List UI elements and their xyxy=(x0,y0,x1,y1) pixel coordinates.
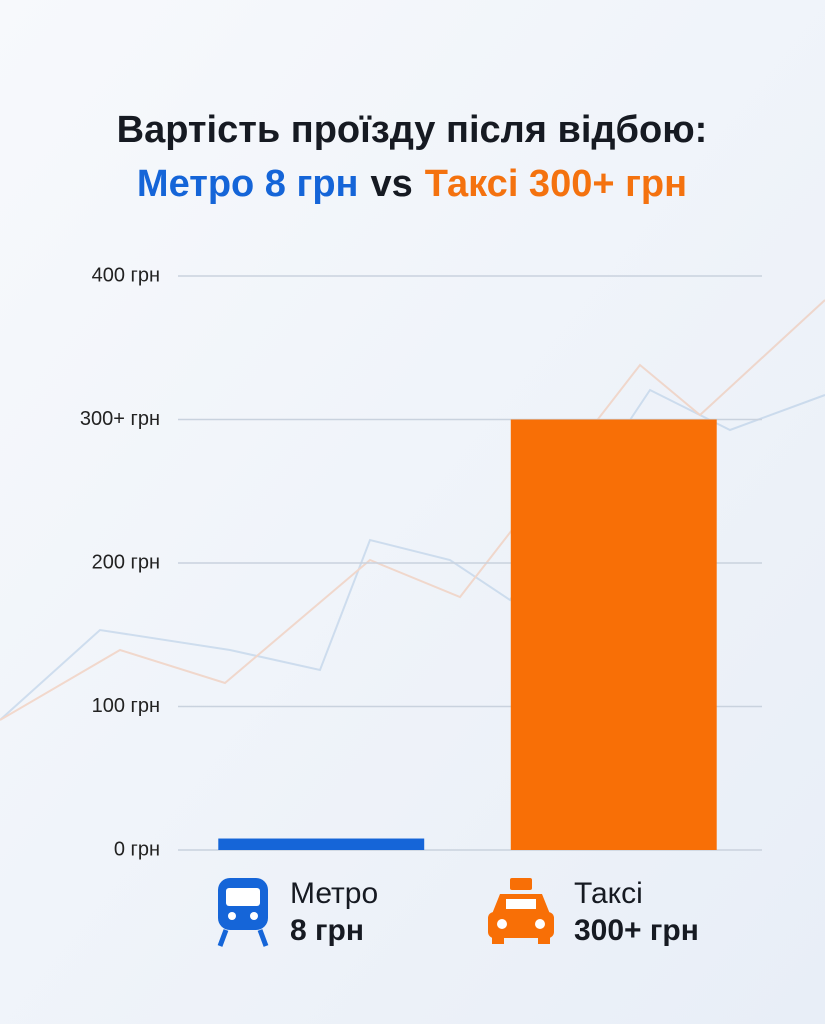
taxi-icon xyxy=(488,878,554,944)
chart-subtitle: Метро 8 грн vs Таксі 300+ грн xyxy=(137,163,687,205)
chart-title: Вартість проїзду після відбою: xyxy=(117,109,708,151)
decor xyxy=(0,299,825,721)
metro-icon xyxy=(217,878,269,947)
category-label: Таксі xyxy=(574,877,643,910)
subtitle-part: vs xyxy=(370,163,412,205)
y-tick-label: 200 грн xyxy=(92,551,160,573)
subtitle-part: Метро 8 грн xyxy=(137,163,359,205)
bar xyxy=(510,419,717,850)
value-label: 8 грн xyxy=(290,914,364,947)
y-tick-label: 100 грн xyxy=(92,695,160,717)
y-tick-label: 0 грн xyxy=(114,838,160,860)
category-label: Метро xyxy=(290,877,378,910)
subtitle-part: Таксі 300+ грн xyxy=(425,163,687,205)
value-label: 300+ грн xyxy=(574,914,699,947)
y-tick-label: 300+ грн xyxy=(80,408,160,430)
bar xyxy=(218,838,425,850)
y-tick-label: 400 грн xyxy=(92,264,160,286)
